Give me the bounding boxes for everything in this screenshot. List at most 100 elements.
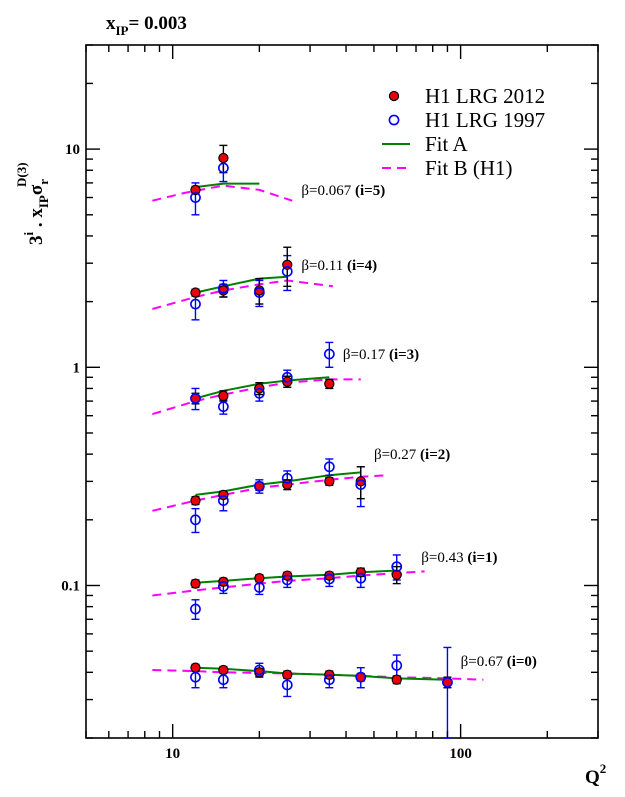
h1-lrg-1997-points bbox=[190, 162, 453, 691]
y-tick-label: 1 bbox=[73, 360, 81, 376]
y-label-sigma: σ bbox=[26, 184, 47, 195]
y-tick-label: 0.1 bbox=[61, 578, 80, 594]
data-point-1997 bbox=[190, 393, 201, 404]
title-suffix: = 0.003 bbox=[129, 13, 187, 34]
data-point-1997 bbox=[190, 514, 201, 526]
bin-beta: β=0.17 bbox=[343, 347, 386, 363]
bin-index: (i=0) bbox=[507, 654, 537, 670]
legend-label: Fit B (H1) bbox=[425, 156, 513, 180]
bin-index: (i=5) bbox=[355, 183, 385, 199]
data-point-2012 bbox=[190, 662, 201, 673]
data-point-1997 bbox=[253, 387, 265, 399]
plot-frame bbox=[85, 44, 599, 739]
data-point-1997 bbox=[391, 561, 403, 573]
data-point-1997 bbox=[281, 472, 293, 484]
legend-label: H1 LRG 2012 bbox=[425, 84, 545, 108]
data-point-1997 bbox=[217, 581, 229, 592]
data-point-1997 bbox=[323, 461, 335, 473]
data-point-1997 bbox=[190, 671, 201, 683]
fit-b-line bbox=[152, 279, 334, 310]
data-point-1997 bbox=[217, 401, 229, 413]
y-tick-label: 10 bbox=[65, 142, 80, 158]
y-label-sigma-sub: r bbox=[36, 179, 51, 185]
data-point-1997 bbox=[281, 679, 293, 691]
fit-a-line bbox=[195, 182, 260, 189]
data-point-2012 bbox=[324, 378, 335, 389]
data-point-1997 bbox=[253, 664, 265, 676]
data-point-1997 bbox=[355, 572, 367, 584]
data-point-1997 bbox=[253, 480, 265, 492]
bin-beta: β=0.11 bbox=[301, 258, 343, 274]
bin-label: β=0.67 (i=0) bbox=[461, 654, 537, 670]
data-point-2012 bbox=[190, 495, 201, 506]
data-point-1997 bbox=[355, 479, 367, 490]
title-sub: IP bbox=[116, 23, 129, 38]
bin-beta: β=0.43 bbox=[421, 550, 463, 566]
fit-b-line bbox=[152, 474, 386, 512]
data-point-1997 bbox=[253, 582, 265, 593]
data-point-2012 bbox=[391, 674, 402, 685]
data-point-2012 bbox=[218, 664, 229, 676]
data-point-2012 bbox=[190, 184, 201, 196]
data-point-2012 bbox=[355, 476, 366, 487]
data-point-1997 bbox=[253, 287, 265, 298]
data-point-1997 bbox=[190, 603, 201, 615]
bin-index: (i=4) bbox=[347, 258, 377, 274]
x-axis-label-sup: 2 bbox=[600, 761, 607, 776]
bin-index: (i=2) bbox=[420, 447, 450, 463]
data-point-1997 bbox=[442, 676, 453, 688]
data-point-2012 bbox=[324, 570, 335, 581]
bin-beta: β=0.67 bbox=[461, 654, 504, 670]
bin-label: β=0.067 (i=5) bbox=[301, 183, 385, 199]
bin-label: β=0.27 (i=2) bbox=[374, 447, 450, 463]
fit-b-line bbox=[152, 184, 293, 202]
data-point-2012 bbox=[391, 569, 402, 580]
x-axis-label-text: Q bbox=[585, 767, 600, 788]
plot-border bbox=[85, 44, 599, 739]
x-tick-label: 100 bbox=[449, 746, 472, 762]
data-point-1997 bbox=[323, 348, 335, 360]
data-point-1997 bbox=[217, 162, 229, 174]
bin-labels: β=0.067 (i=5)β=0.11 (i=4)β=0.17 (i=3)β=0… bbox=[301, 183, 536, 670]
bin-label: β=0.43 (i=1) bbox=[421, 550, 497, 566]
legend-label: Fit A bbox=[425, 132, 468, 156]
data-point-1997 bbox=[217, 495, 229, 506]
legend-label: H1 LRG 1997 bbox=[425, 108, 545, 132]
data-point-1997 bbox=[355, 671, 367, 683]
data-point-1997 bbox=[217, 282, 229, 294]
y-label-prefix: 3 bbox=[26, 236, 47, 246]
bin-label: β=0.17 (i=3) bbox=[343, 347, 419, 363]
fit-a-line bbox=[195, 275, 288, 294]
data-point-1997 bbox=[323, 573, 335, 585]
data-point-2012 bbox=[190, 578, 201, 589]
bin-beta: β=0.27 bbox=[374, 447, 417, 463]
data-point-2012 bbox=[218, 152, 229, 164]
y-label-mid: . x bbox=[26, 208, 47, 232]
data-point-2012 bbox=[190, 287, 201, 298]
data-point-2012 bbox=[282, 669, 293, 680]
h1-lrg-2012-points bbox=[190, 152, 453, 688]
data-point-1997 bbox=[190, 192, 201, 203]
y-label-mid-sub: IP bbox=[36, 195, 51, 208]
x-tick-label: 10 bbox=[165, 746, 180, 762]
bin-index: (i=3) bbox=[389, 347, 419, 363]
error-bars bbox=[191, 144, 452, 739]
data-point-1997 bbox=[391, 660, 403, 671]
data-point-2012 bbox=[254, 573, 265, 584]
data-point-1997 bbox=[281, 371, 293, 383]
data-point-1997 bbox=[190, 298, 201, 310]
bin-index: (i=1) bbox=[467, 550, 497, 566]
data-point-1997 bbox=[323, 674, 335, 686]
bin-label: β=0.11 (i=4) bbox=[301, 258, 377, 274]
fit-a-line bbox=[195, 666, 448, 681]
data-point-1997 bbox=[281, 574, 293, 586]
legend-marker-2012 bbox=[388, 90, 400, 102]
y-axis-label: 3i . xIPσr D(3) bbox=[14, 162, 51, 245]
data-point-1997 bbox=[281, 266, 293, 277]
title-x: x bbox=[106, 13, 116, 34]
data-point-2012 bbox=[218, 390, 229, 401]
bin-beta: β=0.067 bbox=[301, 183, 351, 199]
